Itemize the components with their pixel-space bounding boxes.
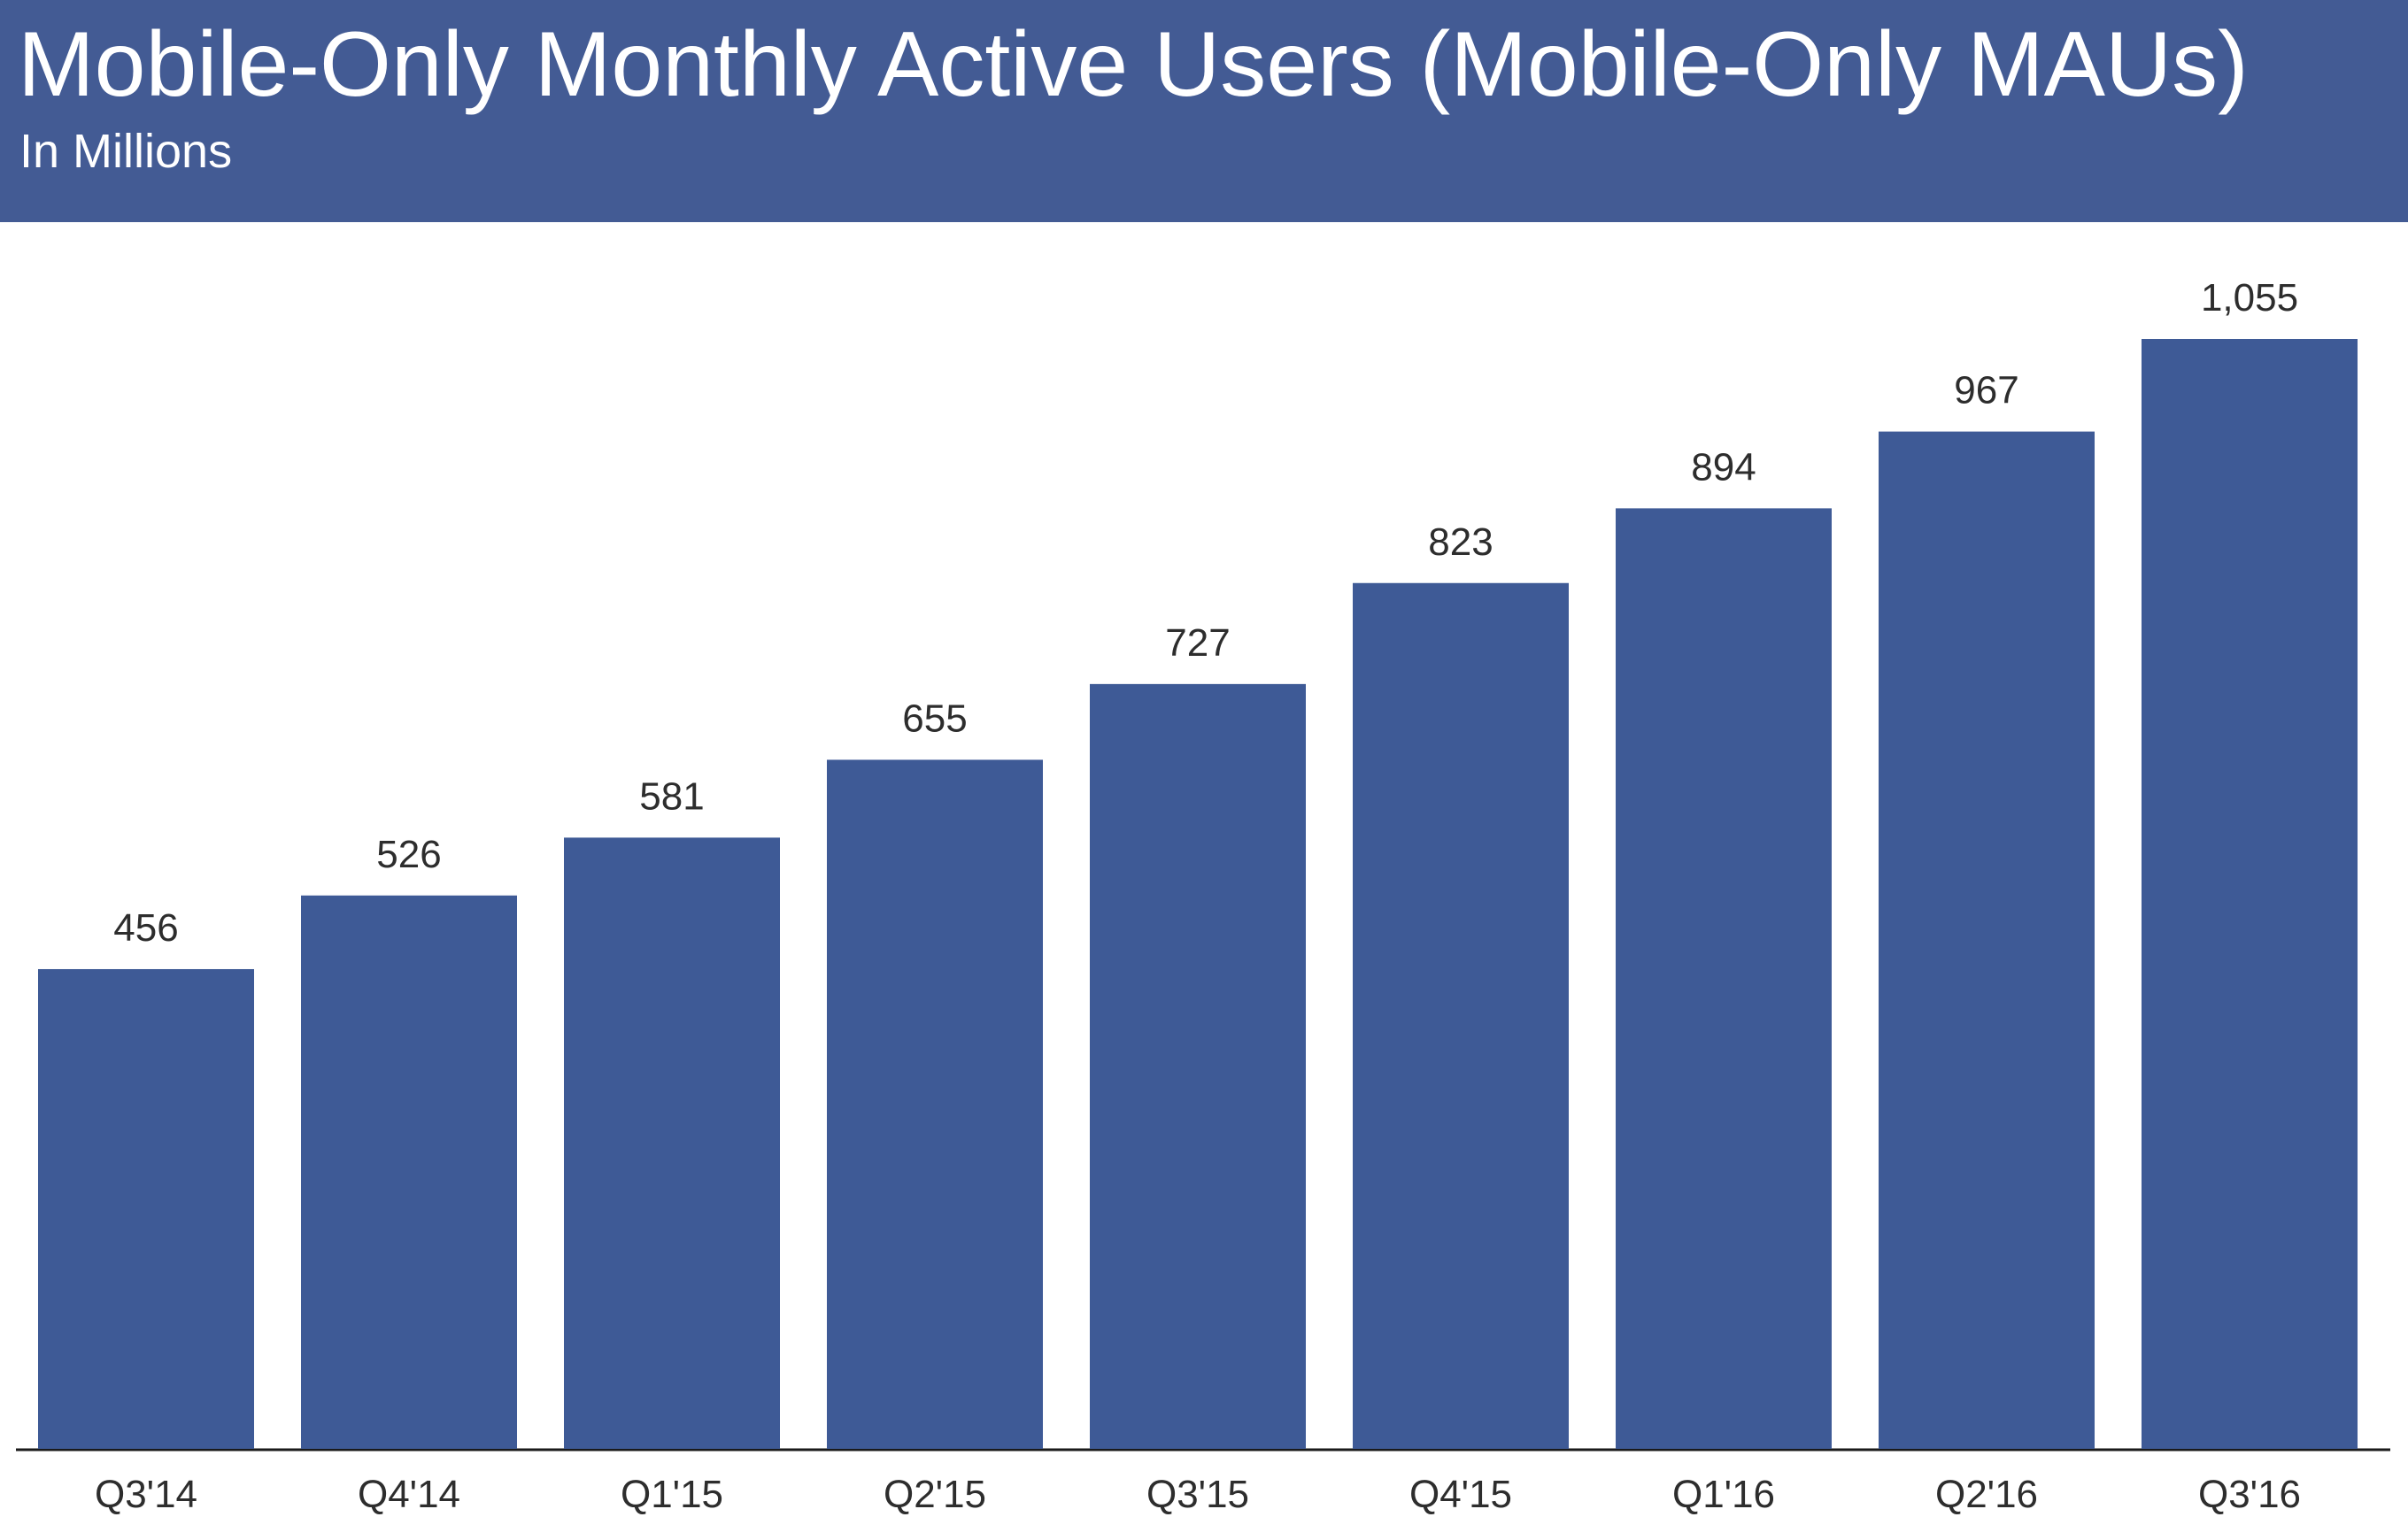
bar bbox=[301, 895, 517, 1449]
bar-value-label: 456 bbox=[113, 906, 178, 950]
bar bbox=[1879, 431, 2095, 1449]
bar-value-label: 967 bbox=[1954, 369, 2018, 412]
bar-value-label: 526 bbox=[376, 833, 441, 876]
chart-title: Mobile-Only Monthly Active Users (Mobile… bbox=[18, 13, 2249, 116]
bar bbox=[1616, 508, 1832, 1450]
x-tick-label: Q2'16 bbox=[1935, 1473, 2038, 1516]
bar bbox=[1090, 683, 1306, 1449]
x-tick-label: Q1'15 bbox=[621, 1473, 723, 1516]
chart-subtitle: In Millions bbox=[19, 125, 233, 178]
bar-value-label: 823 bbox=[1428, 520, 1493, 564]
bar bbox=[38, 968, 254, 1449]
x-tick-label: Q4'15 bbox=[1409, 1473, 1512, 1516]
bar-value-label: 727 bbox=[1165, 621, 1230, 665]
bar bbox=[2142, 339, 2358, 1449]
x-tick-label: Q3'16 bbox=[2198, 1473, 2301, 1516]
bar bbox=[564, 837, 780, 1449]
x-tick-label: Q2'15 bbox=[884, 1473, 986, 1516]
bar bbox=[827, 759, 1043, 1449]
bar bbox=[1353, 582, 1569, 1449]
x-tick-label: Q3'15 bbox=[1146, 1473, 1249, 1516]
x-tick-label: Q4'14 bbox=[358, 1473, 460, 1516]
x-tick-label: Q1'16 bbox=[1672, 1473, 1775, 1516]
bar-value-label: 655 bbox=[902, 697, 967, 740]
chart-header: Mobile-Only Monthly Active Users (Mobile… bbox=[0, 0, 2408, 222]
x-tick-label: Q3'14 bbox=[95, 1473, 197, 1516]
bar-value-label: 1,055 bbox=[2201, 276, 2298, 320]
bar-value-label: 581 bbox=[639, 774, 704, 818]
bar-value-label: 894 bbox=[1691, 445, 1756, 489]
